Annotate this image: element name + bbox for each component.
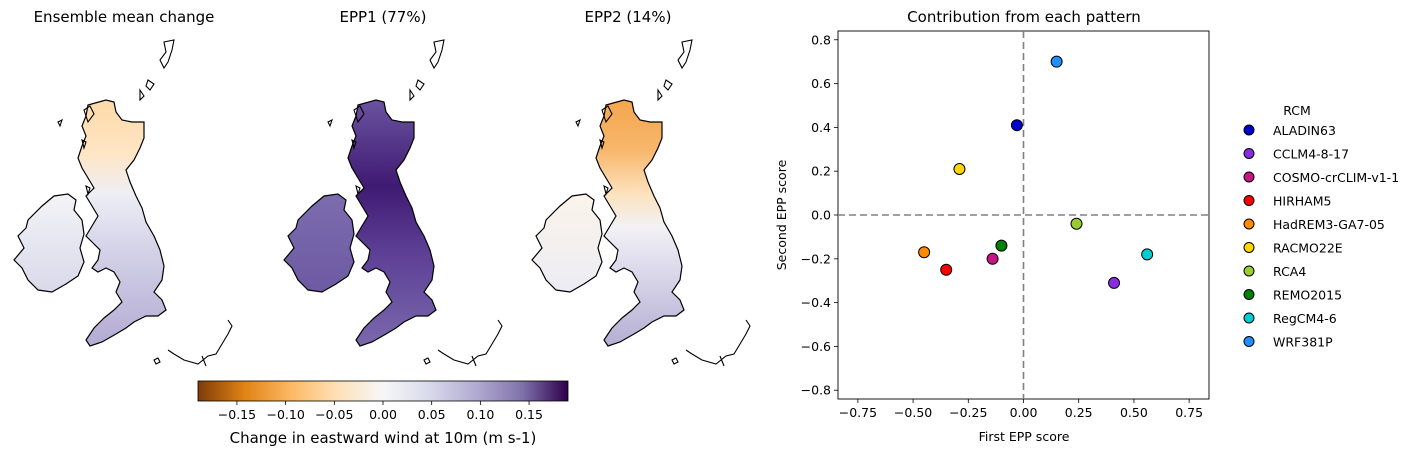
map-panel-ensemble-mean: Ensemble mean change	[13, 8, 233, 367]
y-tick-label: 0.2	[811, 164, 831, 179]
x-tick-label: 0.75	[1175, 405, 1203, 420]
scatter-point-remo2015	[995, 239, 1008, 252]
legend-marker	[1243, 265, 1255, 277]
y-axis-ticks: −0.8 −0.6 −0.4 −0.2 0.0 0.2 0.4 0.6 0.8	[801, 32, 838, 398]
colorbar-ticks: −0.15 −0.10 −0.05 0.00 0.05 0.10 0.15	[218, 401, 543, 422]
reference-lines	[838, 31, 1209, 399]
map-panel-epp2: EPP2 (14%)	[531, 8, 751, 367]
colorbar-tick-label: 0.10	[466, 407, 494, 422]
legend: RCM ALADIN63 CCLM4-8-17 COSMO-crCLIM-v1-1 H…	[1243, 103, 1399, 350]
scatter-point-cclm4-8-17	[1108, 276, 1121, 289]
y-tick-label: −0.4	[801, 295, 831, 310]
y-tick-label: 0.6	[811, 76, 831, 91]
legend-label: RegCM4-6	[1273, 311, 1337, 326]
scatter-point-regcm4-6	[1141, 248, 1154, 261]
legend-label: ALADIN63	[1273, 123, 1336, 138]
y-tick-label: 0.4	[811, 120, 831, 135]
legend-label: HIRHAM5	[1273, 194, 1331, 209]
legend-label: COSMO-crCLIM-v1-1	[1273, 170, 1399, 185]
x-tick-label: 0.00	[1010, 405, 1038, 420]
scatter-point-hirham5	[940, 263, 953, 276]
legend-label: CCLM4-8-17	[1273, 147, 1349, 162]
x-tick-label: −0.25	[949, 405, 987, 420]
x-tick-label: −0.50	[894, 405, 932, 420]
y-tick-label: −0.8	[801, 383, 831, 398]
legend-label: HadREM3-GA7-05	[1273, 217, 1385, 232]
x-tick-label: 0.50	[1120, 405, 1148, 420]
legend-marker	[1243, 336, 1255, 347]
legend-marker	[1243, 148, 1255, 159]
colorbar-label: Change in eastward wind at 10m (m s-1)	[230, 429, 537, 447]
scatter-points	[918, 55, 1154, 289]
y-tick-label: −0.2	[801, 251, 831, 266]
x-tick-label: −0.75	[839, 405, 877, 420]
scatter-point-hadrem3-ga7-05	[918, 246, 931, 259]
scatter-title: Contribution from each pattern	[907, 8, 1141, 26]
legend-marker	[1243, 312, 1255, 324]
scatter-point-cosmo-crclim-v1-1	[986, 252, 999, 265]
map-title-epp1: EPP1 (77%)	[340, 8, 427, 26]
colorbar-tick-label: −0.10	[266, 407, 304, 422]
legend-marker	[1243, 195, 1255, 206]
scatter-point-racmo22e	[953, 163, 966, 175]
y-tick-label: −0.6	[801, 339, 831, 354]
legend-marker	[1243, 289, 1255, 300]
legend-label: REMO2015	[1273, 288, 1342, 303]
colorbar-tick-label: 0.00	[369, 407, 397, 422]
legend-label: RCA4	[1273, 264, 1306, 279]
y-tick-label: 0.0	[811, 208, 831, 223]
y-tick-label: 0.8	[811, 32, 831, 47]
legend-marker	[1243, 218, 1255, 230]
scatter-point-rca4	[1070, 217, 1083, 230]
legend-marker	[1243, 124, 1255, 136]
colorbar-tick-label: 0.15	[515, 407, 543, 422]
colorbar-tick-label: 0.05	[418, 407, 446, 422]
map-title-epp2: EPP2 (14%)	[585, 8, 672, 26]
scatter-point-aladin63	[1010, 119, 1023, 132]
colorbar-gradient	[197, 380, 569, 402]
legend-items: ALADIN63 CCLM4-8-17 COSMO-crCLIM-v1-1 HIRHA…	[1243, 123, 1399, 350]
legend-label: RACMO22E	[1273, 241, 1343, 256]
map-panel-epp1: EPP1 (77%)	[283, 8, 503, 367]
scatter-point-wrf381p	[1050, 55, 1063, 68]
x-tick-label: 0.25	[1065, 405, 1093, 420]
legend-label: WRF381P	[1273, 335, 1333, 350]
legend-title: RCM	[1283, 103, 1311, 118]
legend-marker	[1243, 242, 1255, 253]
x-axis-label: First EPP score	[979, 429, 1070, 444]
legend-marker	[1243, 171, 1255, 183]
scatter-panel: Contribution from each pattern −0.75 −0.5…	[774, 8, 1210, 444]
x-axis-ticks: −0.75 −0.50 −0.25 0.00 0.25 0.50 0.75	[839, 399, 1203, 420]
colorbar-tick-label: −0.15	[218, 407, 256, 422]
y-axis-label: Second EPP score	[774, 159, 789, 270]
colorbar-tick-label: −0.05	[315, 407, 353, 422]
map-title-ensemble-mean: Ensemble mean change	[34, 8, 215, 26]
colorbar: −0.15 −0.10 −0.05 0.00 0.05 0.10 0.15 Change i…	[197, 380, 569, 447]
